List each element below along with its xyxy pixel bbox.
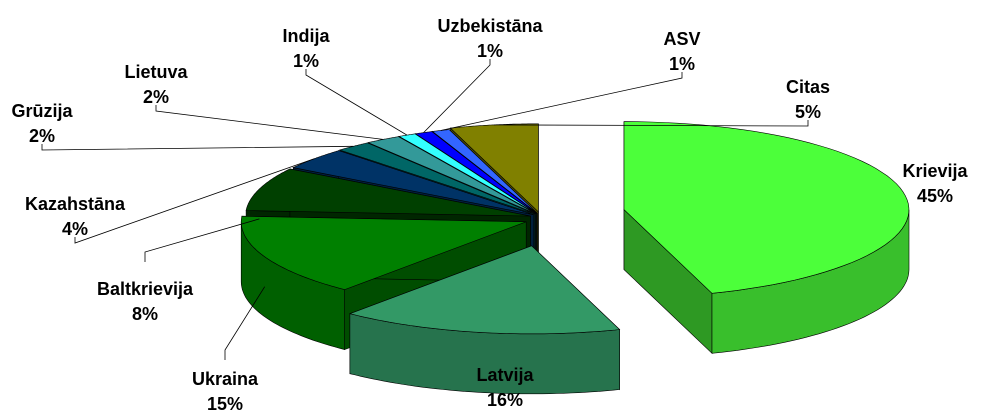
slice-label: Krievija <box>902 161 968 181</box>
slice-value-label: 16% <box>487 390 523 410</box>
slice-value-label: 15% <box>207 394 243 412</box>
slice <box>240 215 527 290</box>
leader-line <box>155 105 384 140</box>
slice-label: Latvija <box>476 365 534 385</box>
leader-line <box>493 120 809 127</box>
slice-value-label: 1% <box>477 41 503 61</box>
slice-value-label: 2% <box>29 126 55 146</box>
leader-line <box>423 59 491 133</box>
slice-value-label: 45% <box>917 186 953 206</box>
slice-label: Ukraina <box>192 369 259 389</box>
leader-line <box>305 69 408 136</box>
slice <box>623 121 910 294</box>
slice <box>245 168 531 217</box>
slice-value-label: 2% <box>143 87 169 107</box>
slice-value-label: 1% <box>669 54 695 74</box>
leader-line <box>41 144 354 151</box>
slice-label: Citas <box>786 77 830 97</box>
slice-value-label: 8% <box>132 304 158 324</box>
slice <box>348 245 621 335</box>
slice-value-label: 4% <box>62 219 88 239</box>
slice-label: ASV <box>663 29 700 49</box>
slice-value-label: 1% <box>293 51 319 71</box>
slice-label: Uzbekistāna <box>437 16 543 36</box>
leader-line <box>440 72 683 131</box>
slice-value-label: 5% <box>795 102 821 122</box>
slice-label: Baltkrievija <box>97 279 194 299</box>
slice-label: Grūzija <box>11 101 73 121</box>
slice-label: Kazahstāna <box>25 194 126 214</box>
leader-line <box>144 218 260 262</box>
slice-label: Lietuva <box>124 62 188 82</box>
leader-line <box>74 158 315 244</box>
leader-line <box>224 286 266 360</box>
slice-label: Indija <box>282 26 330 46</box>
